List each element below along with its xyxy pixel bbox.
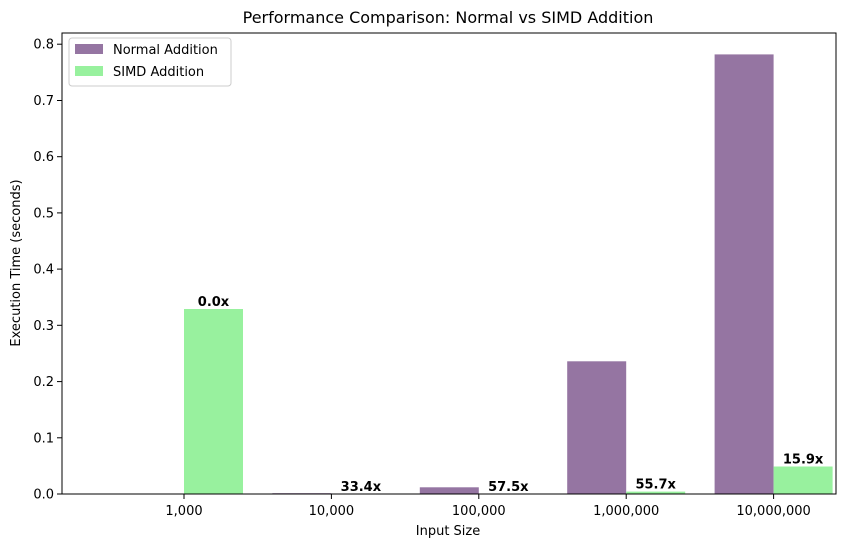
legend-label-0: Normal Addition [113,43,218,58]
x-axis-label: Input Size [416,524,480,539]
x-axis: 1,000 10,000 100,000 1,000,000 10,000,000 [165,494,811,519]
legend-swatch-0 [75,44,103,54]
y-tick-label-2: 0.2 [33,375,54,390]
legend-swatch-1 [75,66,103,76]
x-tick-label-4: 10,000,000 [736,504,810,519]
bars-group [184,54,833,495]
y-tick-label-6: 0.6 [33,150,54,165]
y-tick-label-7: 0.7 [33,94,54,109]
y-tick-label-0: 0.0 [33,488,54,503]
speedup-label-3: 55.7x [635,478,676,493]
x-tick-label-1: 10,000 [309,504,355,519]
speedup-label-1: 33.4x [341,480,382,495]
bar-simd-3 [626,491,686,494]
bar-normal-2 [419,487,479,494]
y-tick-label-5: 0.5 [33,206,54,221]
y-axis-label: Execution Time (seconds) [9,179,24,346]
bar-normal-4 [714,54,774,495]
y-tick-label-8: 0.8 [33,38,54,53]
y-tick-label-3: 0.3 [33,319,54,334]
x-tick-label-3: 1,000,000 [593,504,659,519]
bar-simd-0 [184,309,243,494]
x-tick-label-2: 100,000 [452,504,506,519]
y-tick-label-4: 0.4 [33,263,54,278]
y-axis: 0.0 0.1 0.2 0.3 0.4 0.5 0.6 0.7 0.8 [33,38,62,503]
speedup-label-0: 0.0x [198,295,230,310]
data-labels-group: 0.0x 33.4x 57.5x 55.7x 15.9x [198,295,824,495]
speedup-label-4: 15.9x [783,453,824,468]
chart-title: Performance Comparison: Normal vs SIMD A… [243,8,654,27]
bar-simd-4 [773,466,833,494]
legend: Normal Addition SIMD Addition [68,37,232,87]
y-tick-label-1: 0.1 [33,431,54,446]
x-tick-label-0: 1,000 [165,504,202,519]
legend-box [68,37,232,87]
plot-frame [61,32,837,495]
bar-normal-3 [567,361,627,494]
legend-label-1: SIMD Addition [113,65,204,80]
speedup-label-2: 57.5x [488,480,529,495]
